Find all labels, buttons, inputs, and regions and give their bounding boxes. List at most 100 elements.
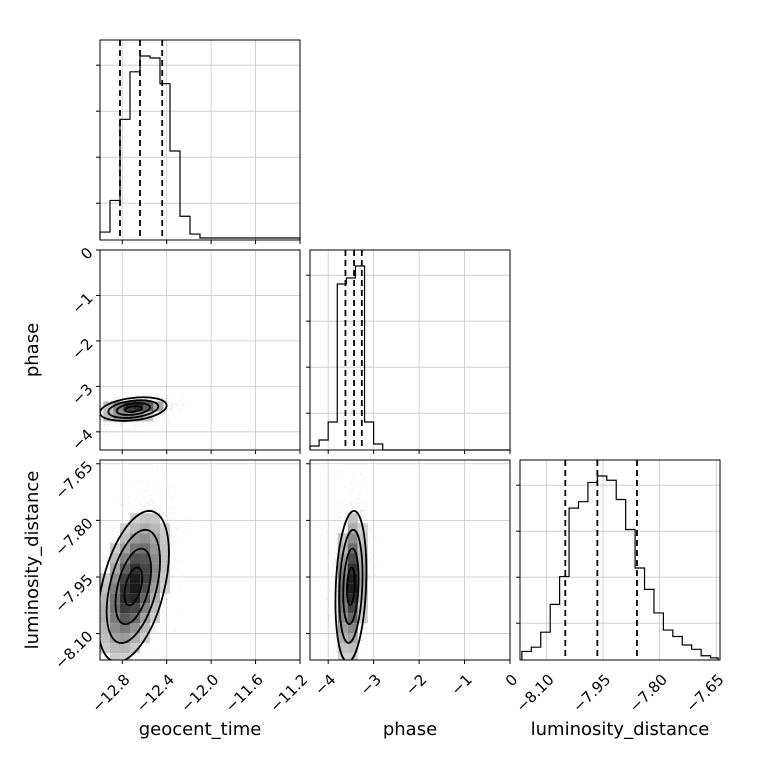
density-cell (347, 613, 358, 624)
density-cell (110, 623, 120, 634)
density-cell (120, 613, 130, 624)
density-cell (143, 411, 154, 422)
contour-line (334, 510, 368, 660)
density-cell (347, 523, 358, 534)
density-cell (347, 533, 358, 544)
density-cell (120, 573, 130, 584)
density-cell (357, 543, 368, 554)
x-axis-label-luminosity_distance: luminosity_distance (531, 719, 710, 740)
density-cell (110, 553, 120, 564)
y-tick-label: −7.95 (51, 571, 96, 616)
density-cell (160, 533, 170, 544)
y-axis-label-phase: phase (22, 323, 43, 377)
x-axis-label-phase: phase (383, 719, 437, 740)
density-cell (120, 643, 130, 654)
density-cell (347, 573, 358, 584)
panel-frame (519, 459, 721, 661)
density-cell (110, 573, 120, 584)
density-cell (150, 533, 160, 544)
density-cell (130, 573, 140, 584)
density-cell (113, 411, 124, 422)
density-cell (120, 603, 130, 614)
density-cell (140, 573, 150, 584)
density-cell (110, 643, 120, 654)
density-cell (140, 603, 150, 614)
density-cell (150, 513, 160, 524)
density-cell (150, 523, 160, 534)
x-tick-label: −11.2 (266, 671, 311, 716)
density-cell (130, 583, 140, 594)
y-tick-label: −3 (68, 380, 96, 408)
density-cell (143, 401, 154, 412)
x-tick-label: −4 (311, 671, 339, 699)
contour-line (342, 547, 360, 626)
density-cell (347, 653, 358, 660)
density-cell (110, 543, 120, 554)
density-layer (326, 471, 378, 660)
density-cell (120, 633, 130, 644)
density-cell (120, 653, 130, 660)
x-tick-label: −2 (402, 671, 430, 699)
y-tick-label: −8.10 (51, 627, 96, 672)
contour-line (107, 399, 160, 419)
density-cell (160, 523, 170, 534)
y-tick-label: −4 (68, 426, 96, 454)
density-cell (140, 533, 150, 544)
density-cell (130, 523, 140, 534)
density-cell (160, 563, 170, 574)
density-cell (357, 593, 368, 604)
density-cell (150, 573, 160, 584)
contour-line (105, 528, 161, 644)
density-cell (140, 553, 150, 564)
contour-line (124, 405, 143, 413)
y-tick-label: −7.80 (51, 514, 96, 559)
density-cell (123, 411, 134, 422)
density-cell (100, 613, 110, 624)
histogram-luminosity_distance (516, 459, 721, 661)
density-geocent_time-luminosity_distance (96, 459, 301, 664)
panel-frame (99, 39, 301, 241)
panel-frame (99, 249, 301, 451)
density-layer (100, 386, 188, 437)
density-cell (130, 533, 140, 544)
x-tick-label: −11.6 (222, 671, 267, 716)
density-cell (100, 603, 110, 614)
density-cell (347, 553, 358, 564)
density-cell (150, 543, 160, 554)
contour-line (346, 566, 356, 607)
x-tick-label: 0 (502, 671, 521, 690)
density-cell (160, 543, 170, 554)
contour-line (100, 510, 170, 660)
density-cell (100, 573, 110, 584)
density-cell (337, 543, 348, 554)
density-geocent_time-phase (96, 249, 301, 454)
density-cell (130, 543, 140, 554)
histogram-step (99, 55, 301, 240)
y-tick-label: −2 (68, 335, 96, 363)
x-tick-label: −8.10 (512, 671, 557, 716)
density-cell (110, 583, 120, 594)
density-cell (120, 563, 130, 574)
density-cell (120, 543, 130, 554)
histogram-step (521, 475, 719, 660)
density-cell (130, 593, 140, 604)
density-cell (160, 573, 170, 584)
x-tick-label: −7.65 (682, 671, 727, 716)
histogram-step (309, 265, 510, 451)
contour-line (123, 566, 144, 607)
density-cell (110, 653, 120, 660)
density-cell (110, 613, 120, 624)
contour-line (115, 402, 151, 416)
x-tick-label: −12.0 (177, 671, 222, 716)
density-cell (140, 613, 150, 624)
density-cell (347, 583, 358, 594)
panel-frame (309, 249, 511, 451)
density-cell (103, 401, 114, 412)
density-cell (347, 603, 358, 614)
density-cell (150, 603, 160, 614)
density-cell (103, 411, 114, 422)
x-tick-label: −12.4 (133, 671, 178, 716)
density-cell (347, 513, 358, 524)
density-cell (337, 623, 348, 634)
y-tick-label: 0 (77, 244, 96, 263)
